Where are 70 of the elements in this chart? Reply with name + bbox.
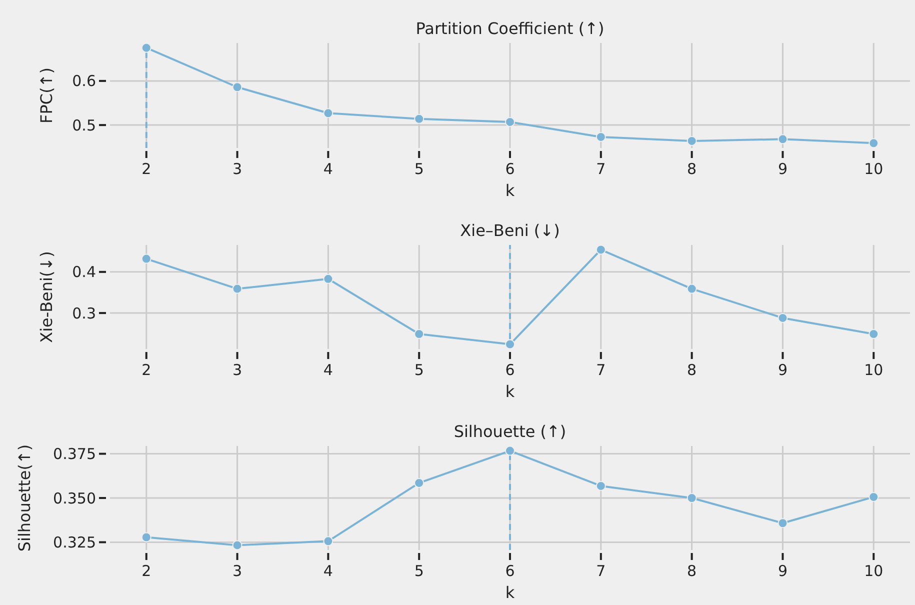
x-tick-label: 7: [596, 562, 606, 580]
point: [232, 540, 242, 550]
chart-title: Silhouette (↑): [454, 422, 566, 441]
point: [868, 138, 879, 148]
y-tick-label: 0.350: [53, 489, 96, 508]
point: [686, 136, 697, 146]
x-axis-title: k: [505, 382, 516, 401]
x-tick-label: 3: [232, 160, 242, 178]
chart-title: Partition Coefficient (↑): [416, 19, 604, 38]
y-tick-label: 0.3: [72, 304, 96, 322]
x-axis-title: k: [505, 181, 516, 200]
x-tick-label: 10: [864, 562, 884, 580]
point: [868, 492, 879, 502]
x-tick-label: 2: [142, 361, 152, 379]
x-tick-label: 10: [864, 160, 884, 178]
y-axis-title: FPC(↑): [37, 68, 56, 124]
point: [778, 518, 788, 528]
x-tick-label: 4: [323, 160, 333, 178]
point: [686, 493, 697, 503]
point: [141, 42, 152, 53]
x-tick-label: 10: [864, 361, 884, 379]
x-tick-label: 2: [142, 160, 152, 178]
point: [414, 328, 424, 339]
x-tick-label: 6: [505, 160, 515, 178]
point: [414, 114, 424, 124]
x-tick-label: 8: [687, 160, 697, 178]
point: [596, 132, 606, 142]
point: [323, 274, 334, 284]
x-tick-label: 5: [414, 160, 424, 178]
point: [232, 82, 242, 92]
x-tick-label: 7: [596, 361, 606, 379]
x-tick-label: 9: [778, 562, 788, 580]
y-axis-title: Xie-Beni(↓): [37, 251, 56, 343]
point: [232, 284, 242, 294]
x-tick-label: 4: [323, 361, 333, 379]
point: [323, 536, 334, 546]
point: [868, 328, 879, 339]
x-tick-label: 4: [323, 562, 333, 580]
y-axis-title: Silhouette(↑): [15, 444, 34, 552]
point: [505, 446, 515, 456]
x-tick-label: 8: [687, 361, 697, 379]
point: [505, 339, 515, 350]
y-tick-label: 0.4: [72, 263, 96, 282]
x-axis-title: k: [505, 583, 516, 602]
point: [141, 532, 152, 542]
point: [414, 478, 424, 488]
x-tick-label: 6: [505, 562, 515, 580]
y-tick-label: 0.325: [53, 533, 96, 552]
x-tick-label: 7: [596, 160, 606, 178]
x-tick-label: 3: [232, 562, 242, 580]
x-tick-label: 6: [505, 361, 515, 379]
point: [505, 116, 515, 127]
x-tick-label: 5: [414, 361, 424, 379]
x-tick-label: 9: [778, 361, 788, 379]
x-tick-label: 2: [142, 562, 152, 580]
point: [686, 284, 697, 294]
x-tick-label: 3: [232, 361, 242, 379]
chart-title: Xie–Beni (↓): [460, 221, 560, 240]
y-tick-label: 0.6: [72, 72, 96, 90]
point: [323, 108, 334, 118]
point: [141, 254, 152, 264]
point: [596, 244, 606, 255]
y-tick-label: 0.5: [72, 116, 96, 134]
x-tick-label: 8: [687, 562, 697, 580]
y-tick-label: 0.375: [53, 445, 96, 464]
point: [596, 480, 606, 491]
point: [778, 134, 788, 144]
x-tick-label: 5: [414, 562, 424, 580]
point: [778, 312, 788, 323]
x-tick-label: 9: [778, 160, 788, 178]
